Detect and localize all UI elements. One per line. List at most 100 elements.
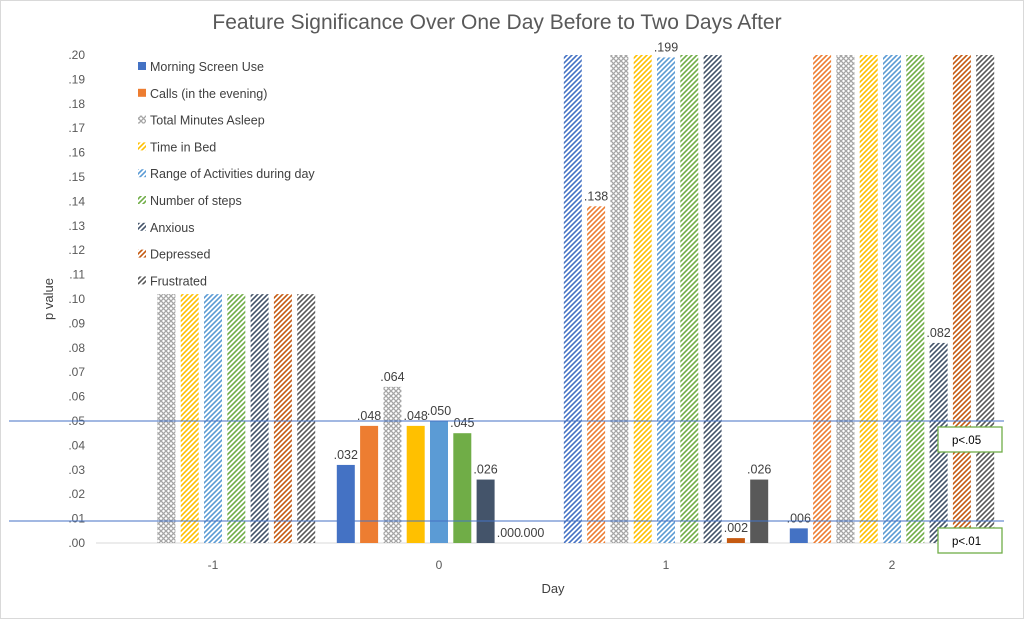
- bar: [859, 55, 878, 543]
- y-tick-label: .09: [68, 316, 85, 330]
- legend-item: Time in Bed: [138, 140, 216, 154]
- bar: [204, 294, 222, 543]
- legend-item: Range of Activities during day: [138, 167, 315, 181]
- threshold-lines: p<.05 p<.01: [9, 420, 1004, 554]
- x-tick-label: 1: [663, 558, 670, 572]
- data-label: .026: [747, 463, 771, 477]
- bar: [453, 433, 472, 543]
- legend-swatch: [138, 276, 146, 285]
- x-tick-label: 2: [889, 558, 896, 572]
- bar: [227, 294, 246, 543]
- legend-label: Range of Activities during day: [150, 167, 315, 181]
- threshold-box: [937, 527, 1003, 554]
- legend-label: Number of steps: [150, 194, 242, 208]
- data-label: .032: [334, 448, 358, 462]
- y-tick-label: .14: [68, 194, 85, 208]
- bar: [789, 528, 808, 543]
- x-axis-ticks: -1 0 1 2: [208, 558, 896, 572]
- data-label: .006: [787, 511, 811, 525]
- legend-label: Time in Bed: [150, 140, 216, 154]
- legend-label: Morning Screen Use: [150, 60, 264, 74]
- data-label: .048: [404, 409, 428, 423]
- y-tick-label: .16: [68, 146, 85, 160]
- bar: [703, 55, 722, 543]
- legend-item: Frustrated: [138, 274, 207, 288]
- y-tick-label: .10: [68, 292, 85, 306]
- bar: [952, 55, 971, 543]
- bar: [430, 421, 448, 543]
- threshold-box: [937, 426, 1003, 453]
- legend-item: Calls (in the evening): [138, 87, 267, 101]
- y-tick-label: .07: [68, 365, 85, 379]
- y-tick-label: .02: [68, 487, 85, 501]
- legend: Morning Screen Use Calls (in the evening)…: [138, 60, 315, 288]
- bar: [813, 55, 832, 543]
- y-tick-label: .18: [68, 97, 85, 111]
- x-axis-label: Day: [541, 581, 565, 596]
- bar: [563, 55, 582, 543]
- y-tick-label: .03: [68, 463, 85, 477]
- legend-label: Frustrated: [150, 274, 207, 288]
- legend-swatch: [138, 249, 146, 258]
- legend-item: Depressed: [138, 248, 210, 262]
- bar: [610, 55, 629, 543]
- x-tick-label: -1: [208, 558, 219, 572]
- bar: [976, 55, 995, 543]
- y-tick-label: .06: [68, 390, 85, 404]
- threshold-label: p<.05: [952, 435, 981, 447]
- legend-swatch: [138, 142, 146, 151]
- y-axis-label: p value: [41, 278, 56, 320]
- y-tick-label: .08: [68, 341, 85, 355]
- legend-swatch: [138, 169, 146, 178]
- y-axis-ticks: .00.01.02.03.04.05.06.07.08.09.10.11.12.…: [68, 48, 85, 550]
- bar: [680, 55, 699, 543]
- y-tick-label: .19: [68, 72, 85, 86]
- bar: [157, 294, 176, 543]
- bars: [157, 55, 995, 543]
- y-tick-label: .04: [68, 438, 85, 452]
- y-tick-label: .13: [68, 219, 85, 233]
- data-label: .048: [357, 409, 381, 423]
- data-label: .138: [584, 189, 608, 203]
- bar: [836, 55, 855, 543]
- x-tick-label: 0: [436, 558, 443, 572]
- bar: [336, 464, 355, 543]
- y-tick-label: .12: [68, 243, 85, 257]
- chart-title: Feature Significance Over One Day Before…: [212, 11, 781, 34]
- y-tick-label: .01: [68, 512, 85, 526]
- bar: [297, 294, 316, 543]
- legend-label: Total Minutes Asleep: [150, 114, 265, 128]
- data-labels: .032.048.064.048.050.045.026.000.000.138…: [334, 40, 951, 540]
- data-label: .026: [473, 463, 497, 477]
- data-label: .050: [427, 404, 451, 418]
- legend-swatch: [138, 62, 146, 70]
- bar: [750, 479, 769, 543]
- data-label: .000: [520, 526, 544, 540]
- y-tick-label: .15: [68, 170, 85, 184]
- legend-label: Calls (in the evening): [150, 87, 267, 101]
- legend-swatch: [138, 222, 146, 231]
- y-tick-label: .17: [68, 121, 85, 135]
- legend-item: Total Minutes Asleep: [138, 114, 265, 128]
- legend-item: Number of steps: [138, 194, 242, 208]
- bar: [657, 57, 675, 543]
- bar: [406, 425, 425, 543]
- data-label: .199: [654, 40, 678, 54]
- y-tick-label: .11: [69, 268, 85, 282]
- legend-swatch: [138, 196, 146, 204]
- y-tick-label: .20: [68, 48, 85, 62]
- data-label: .000: [497, 526, 521, 540]
- data-label: .082: [926, 326, 950, 340]
- y-tick-label: .00: [68, 536, 85, 550]
- legend-label: Anxious: [150, 221, 194, 235]
- data-label: .002: [724, 521, 748, 535]
- bar: [180, 294, 199, 543]
- legend-item: Morning Screen Use: [138, 60, 264, 74]
- legend-item: Anxious: [138, 221, 194, 235]
- bar: [360, 425, 379, 543]
- bar: [383, 386, 402, 543]
- bar: [250, 294, 269, 543]
- bar: [883, 55, 901, 543]
